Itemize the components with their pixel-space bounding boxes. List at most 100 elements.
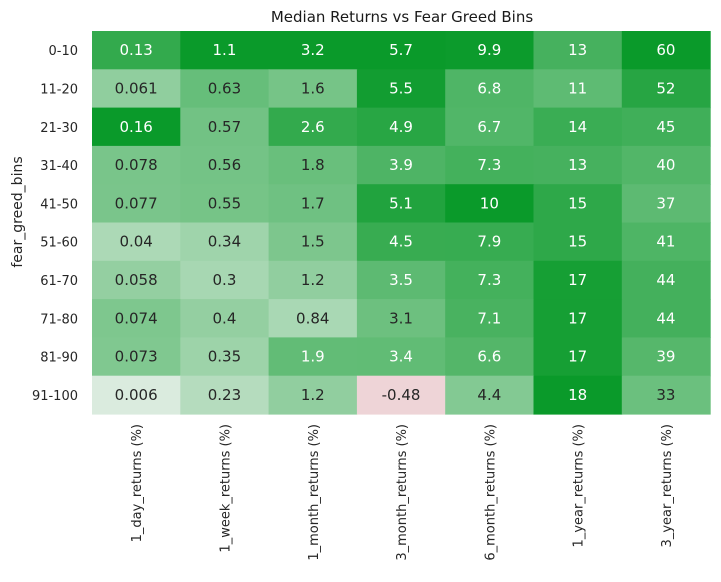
heatmap-cell-label: 17	[568, 271, 587, 289]
heatmap-cell-label: 39	[656, 348, 675, 366]
heatmap-cell-label: 17	[568, 348, 587, 366]
heatmap-cell-label: 0.061	[115, 79, 158, 97]
heatmap-cell	[268, 184, 358, 224]
heatmap-cell	[180, 299, 270, 338]
heatmap-cell	[92, 222, 181, 262]
heatmap-cell	[92, 69, 181, 109]
heatmap-cell-label: 0.077	[115, 194, 158, 212]
heatmap-cell-label: 0.073	[115, 348, 158, 366]
heatmap-cell-label: 0.16	[119, 118, 152, 136]
heatmap-cell-label: 11	[568, 79, 587, 97]
heatmap-cell-label: 15	[568, 194, 587, 212]
heatmap-cell-label: 3.5	[389, 271, 413, 289]
heatmap-cell	[356, 69, 446, 109]
y-axis-label: fear_greed_bins	[10, 156, 26, 267]
heatmap-cell-label: 33	[656, 386, 675, 404]
heatmap-cell-label: 6.6	[477, 348, 501, 366]
heatmap-cell	[92, 145, 181, 185]
heatmap-cell	[445, 107, 535, 147]
heatmap-cell	[268, 337, 358, 377]
heatmap-cell-label: 37	[656, 194, 675, 212]
heatmap-cell-label: 1.6	[301, 79, 325, 97]
heatmap-cell-label: 0.078	[115, 156, 158, 174]
heatmap-cell	[268, 260, 358, 300]
heatmap-cell	[621, 107, 711, 147]
y-tick-label: 0-10	[48, 44, 78, 59]
heatmap-cell-label: 3.1	[389, 309, 413, 327]
heatmap-cell	[445, 184, 535, 224]
heatmap-cell-label: 4.9	[389, 118, 413, 136]
heatmap-cell-label: 0.23	[208, 386, 241, 404]
y-tick-label: 31-40	[40, 159, 78, 174]
heatmap-cell-label: 1.2	[301, 386, 325, 404]
x-tick-label: 1_week_returns (%)	[218, 424, 233, 553]
heatmap-cell	[268, 375, 358, 415]
y-tick-label: 21-30	[40, 121, 78, 136]
heatmap-cell-label: 17	[568, 309, 587, 327]
heatmap-cell	[356, 107, 446, 147]
heatmap-cell-label: 4.5	[389, 233, 413, 251]
heatmap-cell	[445, 375, 535, 415]
heatmap-cell-label: 18	[568, 386, 587, 404]
y-tick-label: 91-100	[32, 389, 78, 404]
heatmap-cell-label: 52	[656, 79, 675, 97]
heatmap-cell-label: 44	[656, 271, 675, 289]
heatmap-cell-label: 3.4	[389, 348, 413, 366]
heatmap-cell	[268, 145, 358, 185]
heatmap-cell	[533, 107, 623, 147]
y-tick-label: 81-90	[40, 351, 78, 366]
heatmap-cell-label: 0.04	[119, 233, 152, 251]
heatmap-cell	[356, 337, 446, 377]
heatmap-cell-label: 4.4	[477, 386, 501, 404]
heatmap-cell	[356, 299, 446, 338]
heatmap-cell-label: 0.55	[208, 194, 241, 212]
y-tick-label: 51-60	[40, 236, 78, 251]
heatmap-cell	[268, 107, 358, 147]
heatmap-cell	[268, 69, 358, 109]
heatmap-cell-label: 13	[568, 41, 587, 59]
heatmap-cell	[268, 31, 358, 70]
heatmap-cell-label: 60	[656, 41, 675, 59]
heatmap-cell-label: 1.8	[301, 156, 325, 174]
heatmap-cell-label: 0.058	[115, 271, 158, 289]
y-tick-label: 71-80	[40, 312, 78, 327]
heatmap-cell	[180, 375, 270, 415]
x-tick-label: 1_month_returns (%)	[307, 424, 322, 561]
heatmap-cell	[92, 107, 181, 147]
y-tick-label: 11-20	[40, 82, 78, 97]
heatmap-cell	[533, 222, 623, 262]
heatmap-cell-label: 45	[656, 118, 675, 136]
heatmap-cell	[92, 260, 181, 300]
heatmap-cell-label: 1.5	[301, 233, 325, 251]
heatmap-cell	[621, 222, 711, 262]
heatmap-cell	[445, 299, 535, 338]
y-tick-label: 41-50	[40, 197, 78, 212]
heatmap-cell	[621, 299, 711, 338]
heatmap-cell-label: 5.7	[389, 41, 413, 59]
heatmap-cell	[621, 260, 711, 300]
heatmap-cell	[180, 107, 270, 147]
heatmap-cell	[621, 145, 711, 185]
heatmap-cell-label: 1.2	[301, 271, 325, 289]
heatmap-cell	[533, 69, 623, 109]
heatmap-cell-label: 14	[568, 118, 587, 136]
heatmap-cell	[621, 31, 711, 70]
heatmap-cell	[92, 337, 181, 377]
heatmap-cell	[180, 145, 270, 185]
heatmap-cell	[533, 260, 623, 300]
x-tick-label: 1_year_returns (%)	[572, 424, 587, 547]
chart-title: Median Returns vs Fear Greed Bins	[271, 8, 533, 26]
heatmap-cell-label: 7.1	[477, 309, 501, 327]
heatmap-cell-label: 0.13	[119, 41, 152, 59]
heatmap-cell	[445, 69, 535, 109]
heatmap-cell	[621, 375, 711, 415]
heatmap-cell-label: 0.56	[208, 156, 241, 174]
heatmap-cell	[180, 184, 270, 224]
heatmap-cell-label: 7.3	[477, 271, 501, 289]
x-tick-label: 3_month_returns (%)	[395, 424, 410, 561]
heatmap-cell-label: 5.1	[389, 194, 413, 212]
heatmap-cell	[356, 31, 446, 70]
heatmap-cell-label: 7.9	[477, 233, 501, 251]
heatmap-cell	[533, 145, 623, 185]
heatmap-cell	[533, 31, 623, 70]
